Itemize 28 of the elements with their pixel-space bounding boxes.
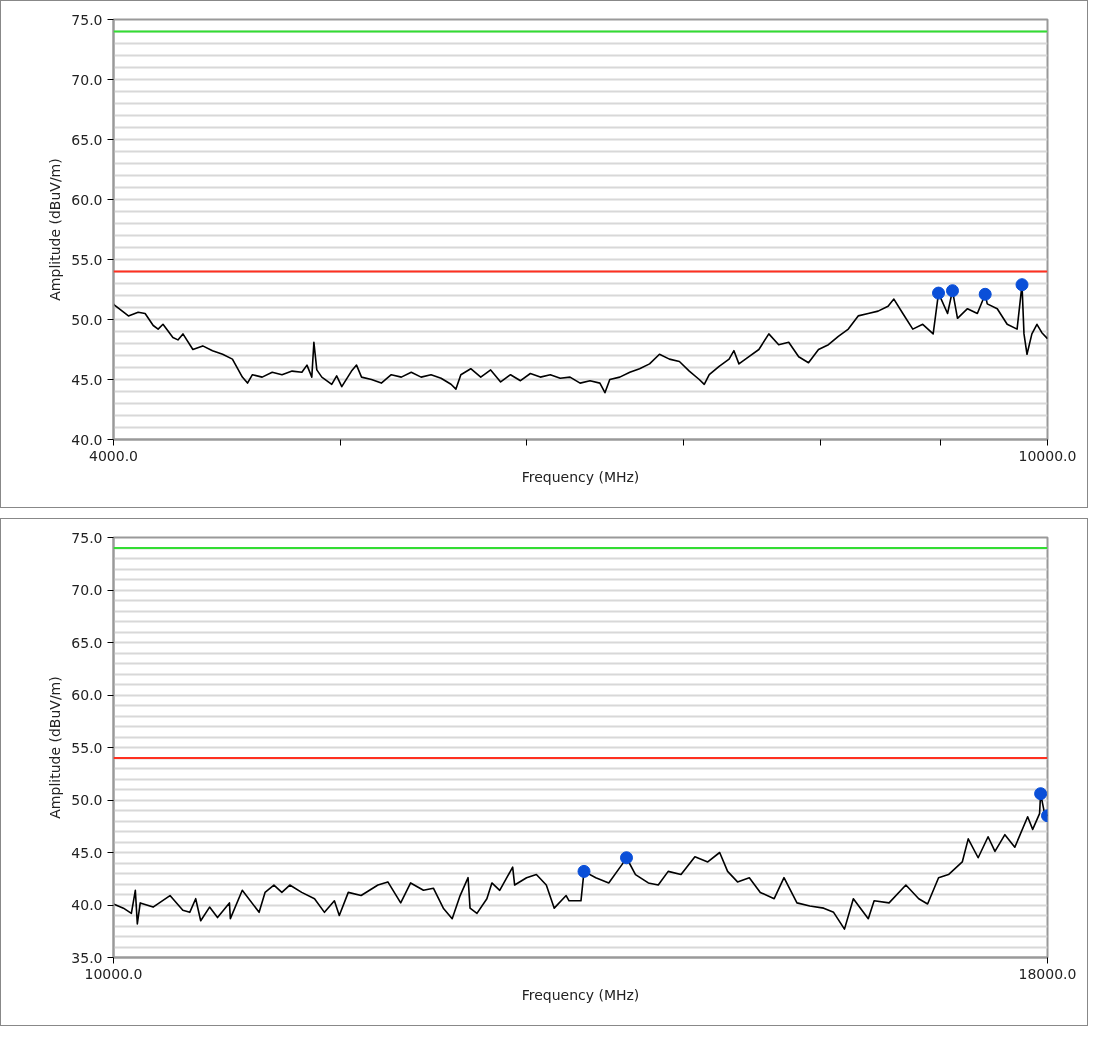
y-tick-label: 55.0	[71, 739, 103, 756]
y-axis-title: Amplitude (dBuV/m)	[47, 676, 64, 819]
y-tick-label: 60.0	[71, 687, 103, 703]
y-tick-label: 65.0	[71, 131, 103, 148]
y-tick-label: 65.0	[71, 634, 103, 651]
y-tick-label: 40.0	[71, 431, 103, 448]
x-tick-label: 4000.0	[89, 447, 139, 464]
x-tick-label: 18000.0	[1018, 965, 1077, 982]
point	[1034, 787, 1048, 801]
y-tick-label: 40.0	[71, 897, 103, 913]
y-axis-title: Amplitude (dBuV/m)	[47, 158, 64, 301]
y-tick-label: 45.0	[71, 371, 103, 388]
point	[620, 851, 633, 865]
y-tick-label: 50.0	[71, 311, 103, 328]
y-tick-label: 75.0	[71, 529, 103, 546]
y-tick-label: 70.0	[71, 71, 103, 88]
y-tick-label: 60.0	[71, 191, 103, 208]
x-tick-label: 10000.0	[1018, 447, 1077, 464]
y-tick-label: 35.0	[71, 949, 103, 966]
y-tick-label: 70.0	[71, 582, 103, 598]
y-tick-label: 55.0	[71, 251, 103, 268]
y-tick-label: 75.0	[71, 11, 103, 28]
y-tick-label: 50.0	[71, 792, 103, 808]
point	[577, 864, 591, 878]
x-tick-label: 10000.0	[84, 965, 143, 982]
y-tick-label: 45.0	[71, 844, 103, 861]
x-axis-title: Frequency (MHz)	[521, 468, 640, 485]
x-axis-title: Frequency (MHz)	[521, 986, 640, 1003]
